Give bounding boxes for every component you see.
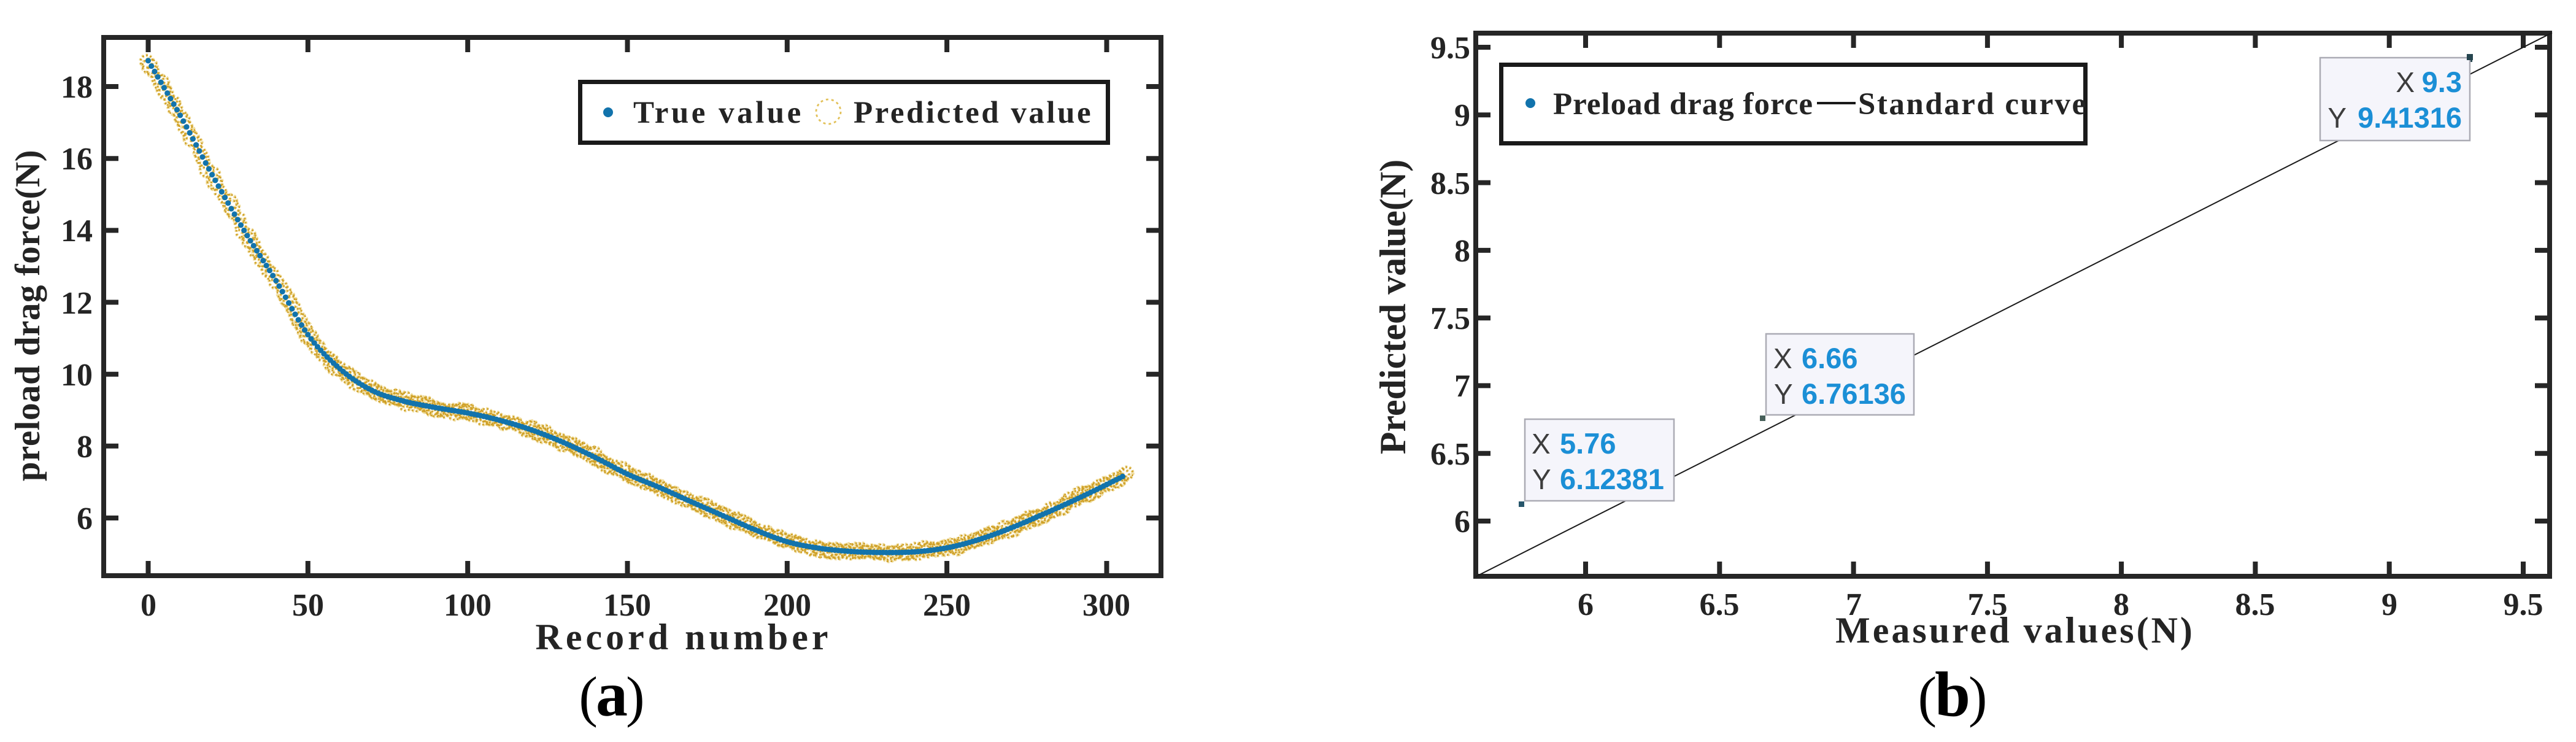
svg-text:7: 7 xyxy=(1846,587,1862,622)
svg-text:8: 8 xyxy=(77,430,93,465)
svg-text:14: 14 xyxy=(61,214,93,249)
svg-text:9.3: 9.3 xyxy=(2422,66,2462,98)
svg-text:True value: True value xyxy=(633,96,804,130)
svg-text:Measured values(N): Measured values(N) xyxy=(1835,610,2195,651)
svg-text:5.76: 5.76 xyxy=(1560,427,1616,460)
svg-text:(a): (a) xyxy=(579,659,644,730)
svg-text:150: 150 xyxy=(603,588,651,623)
svg-text:preload drag force(N): preload drag force(N) xyxy=(9,150,47,481)
svg-text:Predicted value: Predicted value xyxy=(854,96,1093,130)
svg-text:Y: Y xyxy=(1774,378,1793,410)
svg-text:250: 250 xyxy=(923,588,971,623)
svg-text:X: X xyxy=(1532,428,1551,460)
svg-text:18: 18 xyxy=(61,70,93,105)
svg-text:9.41316: 9.41316 xyxy=(2358,101,2462,134)
svg-text:6: 6 xyxy=(1454,504,1470,539)
svg-text:16: 16 xyxy=(61,142,93,177)
svg-text:6.5: 6.5 xyxy=(1430,437,1470,472)
svg-text:6.5: 6.5 xyxy=(1700,587,1740,622)
svg-text:300: 300 xyxy=(1082,588,1130,623)
svg-text:9.5: 9.5 xyxy=(2504,587,2543,622)
svg-text:9.5: 9.5 xyxy=(1430,31,1470,66)
svg-text:X: X xyxy=(1773,342,1792,374)
svg-text:6: 6 xyxy=(1578,587,1594,622)
svg-text:10: 10 xyxy=(61,358,93,393)
svg-text:Predicted value(N): Predicted value(N) xyxy=(1373,160,1413,454)
svg-text:12: 12 xyxy=(61,286,93,321)
svg-text:7: 7 xyxy=(1454,369,1470,404)
svg-text:8: 8 xyxy=(2113,587,2129,622)
svg-text:200: 200 xyxy=(763,588,811,623)
svg-text:6.76136: 6.76136 xyxy=(1802,377,1906,410)
svg-text:X: X xyxy=(2396,66,2415,98)
svg-text:0: 0 xyxy=(141,588,156,623)
svg-text:7.5: 7.5 xyxy=(1968,587,2008,622)
svg-text:8.5: 8.5 xyxy=(1430,166,1470,201)
svg-text:Y: Y xyxy=(1532,463,1551,495)
svg-text:6.12381: 6.12381 xyxy=(1560,463,1664,495)
svg-text:Standard curve: Standard curve xyxy=(1858,87,2088,122)
svg-text:50: 50 xyxy=(292,588,324,623)
svg-text:8.5: 8.5 xyxy=(2235,587,2275,622)
svg-text:Preload drag force: Preload drag force xyxy=(1553,87,1813,122)
svg-text:7.5: 7.5 xyxy=(1430,301,1470,336)
svg-text:100: 100 xyxy=(444,588,492,623)
svg-text:8: 8 xyxy=(1454,234,1470,269)
svg-text:6: 6 xyxy=(77,501,93,536)
svg-text:9: 9 xyxy=(1454,98,1470,133)
svg-text:Y: Y xyxy=(2327,102,2347,134)
svg-text:Record number: Record number xyxy=(536,617,832,657)
svg-text:6.66: 6.66 xyxy=(1802,342,1857,374)
svg-text:9: 9 xyxy=(2381,587,2397,622)
svg-text:(b): (b) xyxy=(1918,659,1987,730)
